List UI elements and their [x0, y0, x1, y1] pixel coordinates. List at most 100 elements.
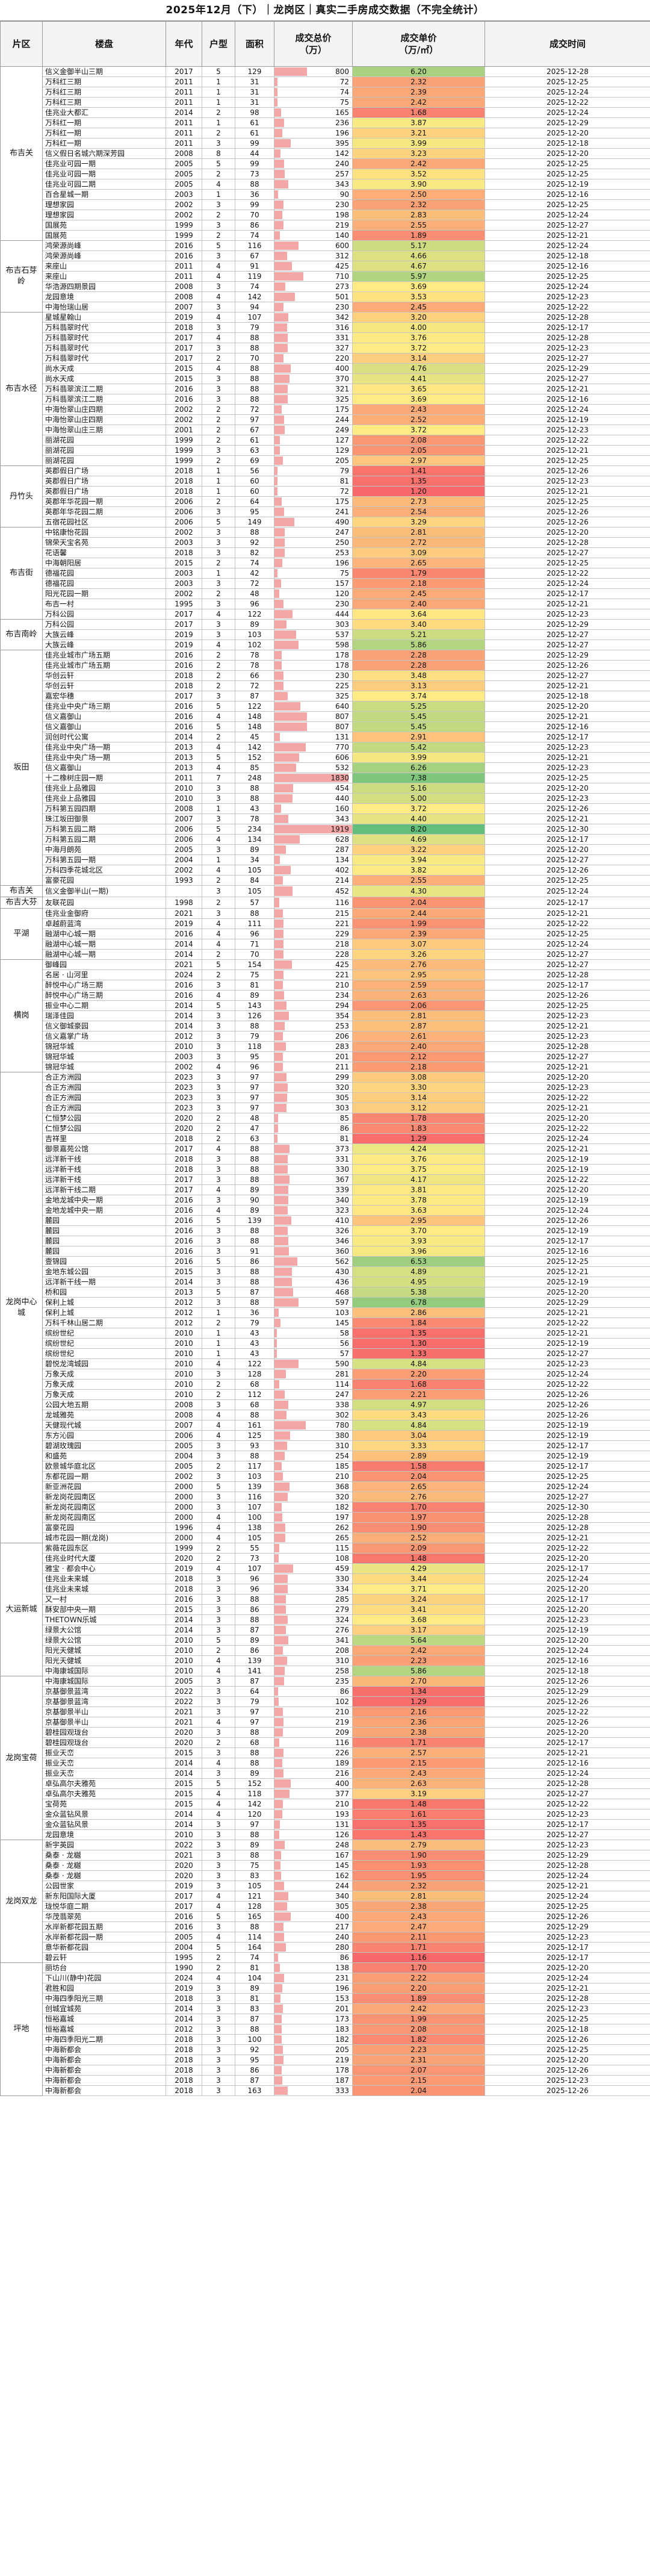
estate-cell: 华浩源四期景园	[42, 281, 166, 292]
table-row: 振业天峦 2014 4 88 189 2.15 2025-12-16	[1, 1758, 650, 1769]
estate-cell: 佳兆业中央广场三期	[42, 701, 166, 712]
total-price-value: 320	[335, 1083, 349, 1092]
estate-cell: 远洋新干线	[42, 1164, 166, 1175]
table-row: 东都花园一期 2002 3 103 210 2.04 2025-12-25	[1, 1471, 650, 1482]
table-row: 佳兆业中央广场三期 2016 5 122 640 5.25 2025-12-20	[1, 701, 650, 712]
estate-cell: 富豪花园	[42, 1522, 166, 1533]
layout-cell: 3	[202, 1870, 235, 1881]
unit-price-cell: 2.97	[352, 455, 485, 466]
total-price-value: 316	[335, 323, 349, 332]
area-cell: 61	[235, 117, 274, 128]
estate-cell: 佳兆业上品雅园	[42, 793, 166, 804]
data-sheet: 2025年12月（下）｜龙岗区｜真实二手房成交数据（不完全统计） 片区 楼盘 年…	[0, 4, 650, 2096]
unit-price-cell: 3.21	[352, 128, 485, 138]
total-price-bar	[274, 1063, 283, 1071]
unit-price-cell: 2.40	[352, 1041, 485, 1052]
area-cell: 72	[235, 578, 274, 589]
total-price-cell: 257	[274, 169, 353, 179]
total-price-cell: 377	[274, 1788, 353, 1799]
total-price-cell: 373	[274, 1143, 353, 1154]
unit-price-cell: 4.84	[352, 1420, 485, 1431]
deal-time-cell: 2025-12-22	[484, 302, 650, 313]
total-price-bar	[274, 1810, 282, 1818]
estate-cell: 尚水天成	[42, 363, 166, 374]
total-price-bar	[274, 733, 280, 741]
table-row: 万象天成 2010 2 68 114 1.68 2025-12-22	[1, 1379, 650, 1390]
unit-price-cell: 2.08	[352, 2024, 485, 2035]
deal-time-cell: 2025-12-24	[484, 1369, 650, 1380]
deal-time-cell: 2025-12-22	[484, 918, 650, 929]
table-row: 布吉石芽岭 鸿荣源尚峰 2016 5 116 600 5.17 2025-12-24	[0, 240, 650, 313]
total-price-value: 253	[335, 548, 349, 557]
deal-time-cell: 2025-12-23	[484, 1082, 650, 1093]
deal-time-cell: 2025-12-21	[484, 1021, 650, 1031]
total-price-value: 425	[335, 261, 349, 270]
table-row: 碧桂园观珑台 2020 2 68 116 1.71 2025-12-17	[1, 1737, 650, 1748]
total-price-bar	[274, 1984, 283, 1993]
area-cell: 87	[235, 691, 274, 702]
estate-cell: 新东阳国际大厦	[42, 1891, 166, 1902]
estate-cell: 麓园	[42, 1246, 166, 1257]
layout-cell: 4	[202, 1532, 235, 1543]
deal-time-cell: 2025-12-24	[484, 1768, 650, 1779]
total-price-cell: 230	[274, 670, 353, 681]
unit-price-cell: 4.97	[352, 1399, 485, 1410]
total-price-cell: 562	[274, 1256, 353, 1267]
layout-cell: 3	[202, 394, 235, 405]
table-row: 中海怡翠山庄三期 2001 2 67 249 3.72 2025-12-23	[1, 425, 650, 435]
unit-price-cell: 2.95	[352, 969, 485, 980]
area-cell: 88	[235, 793, 274, 804]
total-price-cell: 115	[274, 1543, 353, 1554]
unit-price-cell: 2.21	[352, 1389, 485, 1400]
total-price-cell: 58	[274, 1328, 353, 1339]
unit-price-cell: 3.14	[352, 353, 485, 364]
layout-cell: 2	[202, 588, 235, 599]
total-price-bar	[274, 1339, 277, 1348]
unit-price-cell: 1.35	[352, 476, 485, 487]
deal-time-cell: 2025-12-22	[484, 1174, 650, 1185]
total-price-bar	[274, 1953, 278, 1962]
total-price-bar	[274, 641, 299, 649]
total-price-bar	[274, 1585, 288, 1593]
year-cell: 2010	[166, 1369, 202, 1380]
year-cell: 2006	[166, 1430, 202, 1441]
deal-time-cell: 2025-12-20	[484, 701, 650, 712]
table-row: 仁恒梦公园 2020 2 47 86 1.83 2025-12-22	[1, 1123, 650, 1134]
deal-time-cell: 2025-12-20	[484, 527, 650, 538]
total-price-value: 402	[335, 865, 349, 874]
total-price-cell: 196	[274, 558, 353, 568]
estate-cell: 金地龙城中央一期	[42, 1195, 166, 1206]
table-row: 信义嘉御山 2016 4 148 807 5.45 2025-12-21	[1, 711, 650, 722]
table-row: 中海新都会 2018 3 87 187 2.15 2025-12-23	[1, 2075, 650, 2086]
unit-price-cell: 1.30	[352, 1338, 485, 1349]
area-cell: 88	[235, 1154, 274, 1165]
total-price-cell: 102	[274, 1696, 353, 1707]
year-cell: 2016	[166, 240, 202, 251]
estate-cell: 万科公园	[42, 609, 166, 620]
area-cell: 89	[235, 1205, 274, 1216]
total-price-value: 244	[335, 415, 349, 424]
total-price-value: 330	[335, 1574, 349, 1583]
total-price-cell: 226	[274, 1747, 353, 1758]
total-price-cell: 241	[274, 506, 353, 517]
total-price-value: 197	[335, 1513, 349, 1522]
layout-cell: 1	[202, 465, 235, 476]
estate-cell: 龙园意境	[42, 291, 166, 302]
total-price-bar	[274, 1667, 285, 1675]
estate-cell: 远洋新干线二期	[42, 1184, 166, 1195]
total-price-bar	[274, 1513, 283, 1522]
unit-price-cell: 2.76	[352, 1492, 485, 1502]
table-row: 布吉南岭 万科公园 2017 3 89 303 3.40 2025-12-29	[0, 619, 650, 650]
unit-price-cell: 2.12	[352, 1051, 485, 1062]
table-row: THETOWN乐城 2014 3 88 324 3.68 2025-12-23	[1, 1614, 650, 1625]
layout-cell: 2	[202, 1645, 235, 1656]
total-price-bar	[274, 981, 283, 989]
deal-time-cell: 2025-12-21	[484, 1062, 650, 1072]
total-price-cell: 249	[274, 425, 353, 435]
area-cell: 45	[235, 732, 274, 742]
total-price-bar	[274, 1247, 289, 1255]
total-price-bar	[274, 119, 284, 127]
area-cell: 103	[235, 1471, 274, 1482]
total-price-cell: 57	[274, 1348, 353, 1359]
district-cell: 龙岗中心城	[0, 1072, 43, 1543]
